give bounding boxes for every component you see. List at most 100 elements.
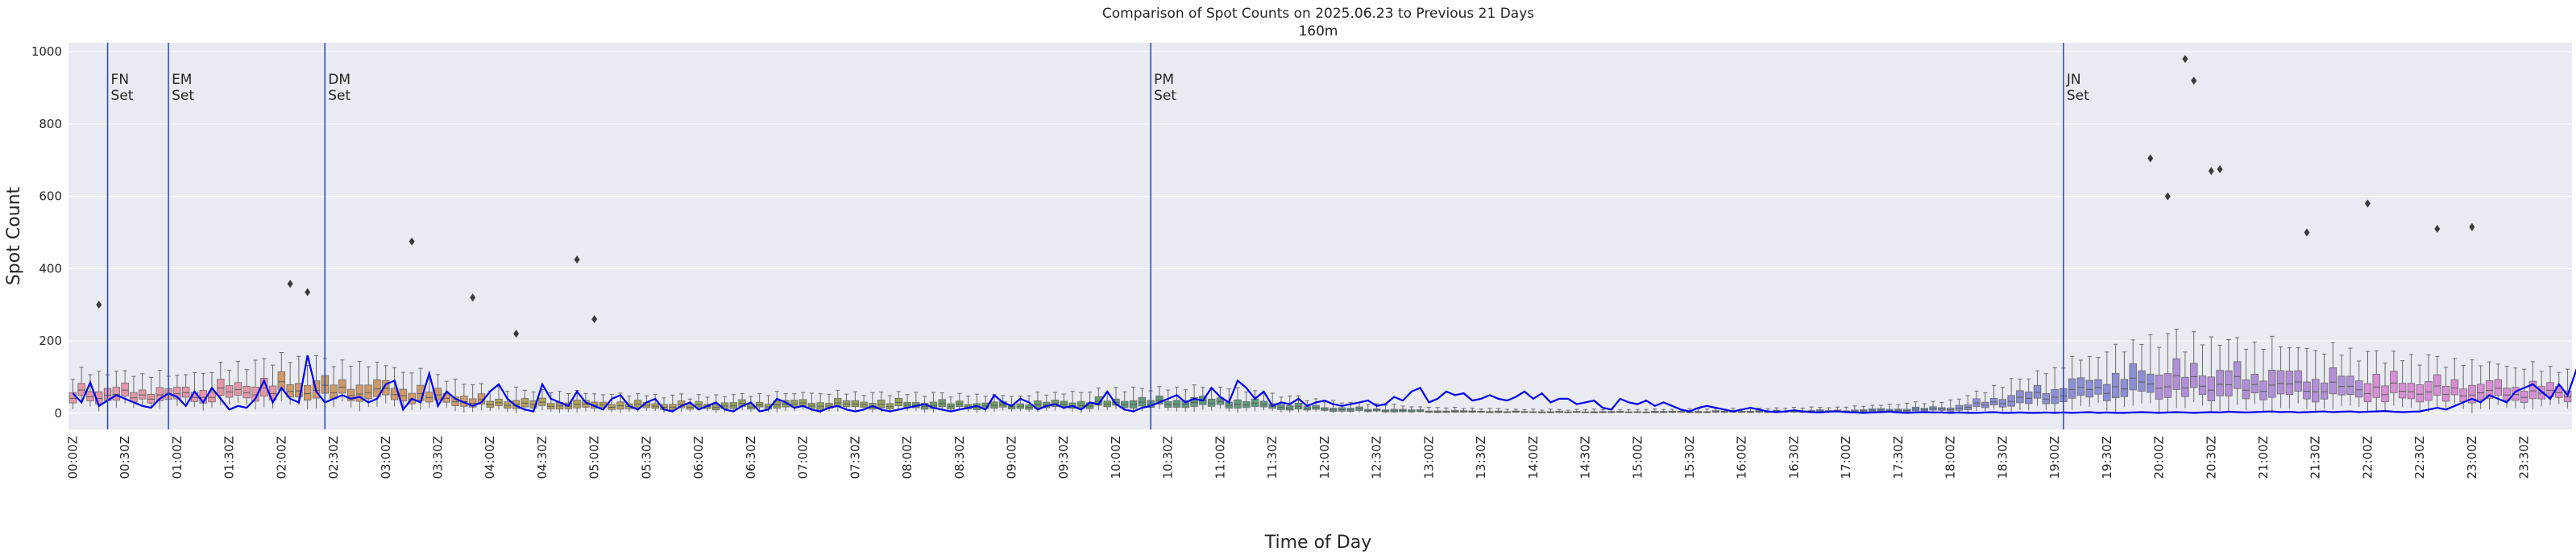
box-plot <box>346 365 355 408</box>
box-plot <box>1546 409 1555 413</box>
box-plot <box>225 370 234 404</box>
box-plot <box>2025 378 2033 411</box>
x-tick-label: 03:00Z <box>379 436 393 479</box>
box-plot <box>1573 409 1581 413</box>
box-plot <box>1364 404 1372 413</box>
x-tick-label: 13:00Z <box>1421 436 1436 479</box>
box-plot <box>495 386 503 410</box>
box-plot <box>1955 398 1964 413</box>
y-axis-ticks: 0 200 400 600 800 1000 <box>31 44 62 421</box>
box-plot <box>1659 409 1668 413</box>
x-tick-label: 06:00Z <box>691 436 706 479</box>
annotation-label: PM Set <box>1154 72 1176 104</box>
box-plot <box>173 375 181 406</box>
box-plot <box>2512 367 2520 409</box>
box-plot <box>1564 409 1572 413</box>
box-plot <box>2441 367 2450 410</box>
box-plot <box>1555 409 1563 413</box>
outlier-point <box>287 280 293 288</box>
x-tick-label: 09:00Z <box>1005 436 1019 479</box>
annotation-label: JN Set <box>2066 72 2089 104</box>
box-plot <box>2329 342 2337 410</box>
x-tick-label: 20:30Z <box>2204 436 2218 479</box>
x-tick-label: 21:30Z <box>2308 436 2323 479</box>
box-plot <box>1860 405 1868 413</box>
box-plot <box>1972 390 1981 412</box>
x-tick-label: 10:30Z <box>1161 436 1176 479</box>
box-plot <box>2068 355 2076 410</box>
x-tick-label: 05:00Z <box>587 436 602 479</box>
box-plot <box>1425 407 1433 413</box>
x-tick-label: 14:30Z <box>1578 436 1593 479</box>
box-plot <box>1964 395 1972 413</box>
box-plot <box>773 391 781 413</box>
outlier-point <box>2208 167 2214 176</box>
x-tick-label: 01:30Z <box>222 436 237 479</box>
box-plot <box>1529 409 1537 413</box>
outlier-point <box>574 255 580 264</box>
box-plot <box>364 366 372 408</box>
box-plot <box>451 379 459 411</box>
box-plot <box>1190 384 1198 413</box>
box-plot <box>121 370 129 404</box>
box-plot <box>2120 351 2129 408</box>
box-plot <box>1911 401 1920 413</box>
box-plot <box>234 361 243 403</box>
box-plot <box>2076 359 2085 406</box>
box-plot <box>2468 359 2476 413</box>
y-tick-label-200: 200 <box>39 334 62 348</box>
box-plot <box>1938 401 1946 413</box>
box-plot <box>2363 351 2372 413</box>
box-plot <box>2294 346 2302 404</box>
outlier-point <box>2217 165 2223 174</box>
box-plot <box>2337 355 2346 407</box>
y-tick-label-0: 0 <box>54 406 62 421</box>
box-plot <box>886 395 894 413</box>
box-plot <box>2381 363 2389 412</box>
box-plot <box>2320 353 2329 409</box>
box-plot <box>1981 392 1989 412</box>
x-tick-label: 12:00Z <box>1317 436 1332 479</box>
box-plot <box>355 361 364 412</box>
box-plot <box>2528 361 2537 409</box>
outlier-point <box>2164 192 2171 201</box>
x-tick-label: 11:00Z <box>1213 436 1227 479</box>
outlier-points <box>96 55 2475 338</box>
box-plot <box>1468 407 1477 413</box>
box-plot <box>877 392 886 413</box>
box-plot <box>486 390 494 412</box>
x-tick-label: 14:00Z <box>1526 436 1541 479</box>
outlier-point <box>2364 199 2371 208</box>
y-tick-label-600: 600 <box>39 189 62 204</box>
outlier-point <box>2147 154 2154 163</box>
x-tick-label: 12:30Z <box>1370 436 1384 479</box>
outlier-point <box>96 301 102 309</box>
box-plot <box>1998 387 2007 412</box>
x-tick-label: 11:30Z <box>1265 436 1280 479</box>
box-plot <box>286 362 294 405</box>
x-tick-label: 17:30Z <box>1891 436 1906 479</box>
box-plot <box>1989 384 1998 409</box>
box-plot <box>2390 351 2398 406</box>
box-plot <box>860 395 868 411</box>
outlier-point <box>305 288 311 297</box>
box-plot <box>956 392 964 410</box>
box-plot <box>669 394 677 413</box>
box-plot <box>2172 329 2180 409</box>
box-plot <box>807 392 816 412</box>
outlier-point <box>2434 225 2441 234</box>
box-plot <box>1581 409 1590 413</box>
box-plot <box>277 351 286 401</box>
box-plot <box>147 376 156 409</box>
box-plot <box>1651 408 1659 413</box>
current-day-series <box>72 355 2576 414</box>
box-plot <box>1408 406 1416 413</box>
box-plot <box>1503 409 1512 413</box>
box-plot <box>1486 408 1494 413</box>
box-plot <box>686 398 695 413</box>
outlier-point <box>2191 77 2197 85</box>
box-plot <box>947 396 955 413</box>
x-tick-label: 08:30Z <box>952 436 967 479</box>
annotation-label: FN Set <box>111 72 134 104</box>
box-plot <box>521 389 529 413</box>
